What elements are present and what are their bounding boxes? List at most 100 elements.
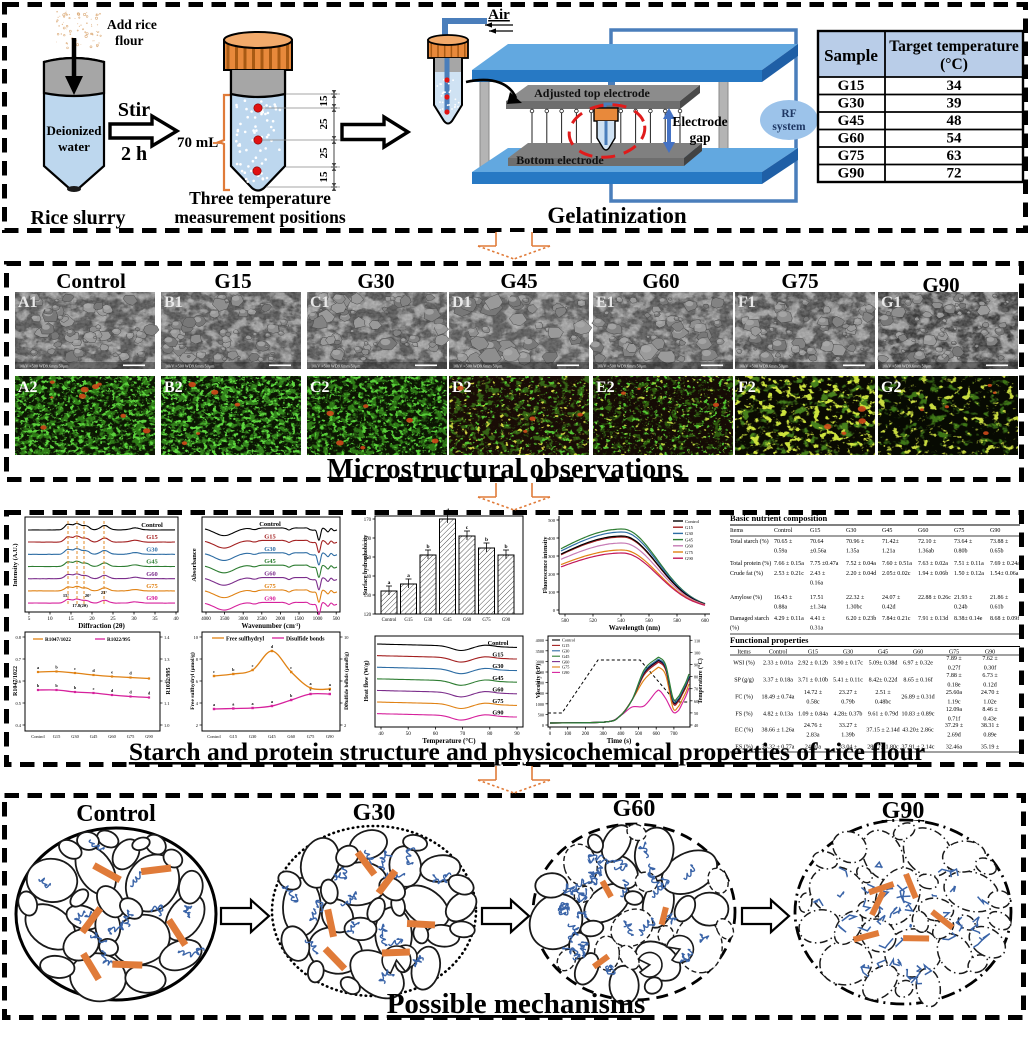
svg-text:2.20 ± 0.04d: 2.20 ± 0.04d [846,571,876,577]
svg-text:400: 400 [617,732,625,737]
svg-text:G90: G90 [146,595,158,602]
svg-text:Control: Control [76,801,156,827]
svg-text:0.48bc: 0.48bc [875,700,892,706]
svg-text:b: b [290,693,293,698]
svg-text:10kV ×500 WD9.6mm 50μm: 10kV ×500 WD9.6mm 50μm [311,364,361,369]
svg-text:3000: 3000 [238,617,248,622]
svg-text:G90: G90 [990,528,1000,534]
svg-text:40: 40 [378,731,384,737]
svg-text:2.33 ± 0.01a: 2.33 ± 0.01a [763,661,793,667]
svg-text:b: b [504,544,507,550]
svg-text:d: d [446,508,449,514]
svg-text:Adjusted top electrode: Adjusted top electrode [534,86,650,100]
svg-text:8: 8 [344,657,347,662]
svg-text:Temperature (°C): Temperature (°C) [697,658,704,704]
svg-text:G15: G15 [810,528,820,534]
svg-text:G60: G60 [146,571,158,578]
svg-text:G60: G60 [264,571,276,578]
svg-text:d: d [129,671,132,676]
svg-text:28.77± 1.80c: 28.77± 1.80c [867,745,899,751]
svg-text:G75: G75 [949,650,959,656]
svg-text:Fluorescence intensity: Fluorescence intensity [543,537,549,594]
svg-text:Three temperature: Three temperature [189,188,331,208]
svg-text:Microstructural observations: Microstructural observations [327,454,683,485]
svg-text:33.27 ±: 33.27 ± [839,723,858,729]
svg-text:0.30f: 0.30f [984,665,997,672]
svg-text:2000: 2000 [276,617,286,622]
svg-text:7.89 ±: 7.89 ± [946,656,962,662]
svg-text:G75: G75 [562,665,569,670]
svg-text:G45: G45 [500,269,537,293]
svg-text:2.69d: 2.69d [947,733,961,739]
svg-text:measurement positions: measurement positions [174,207,345,227]
svg-text:Free sulfhydryl (μmol/g): Free sulfhydryl (μmol/g) [189,652,196,710]
svg-text:0.43e: 0.43e [983,717,997,723]
svg-text:0.12d: 0.12d [983,683,997,689]
svg-text:3500: 3500 [220,617,230,622]
svg-text:Sample: Sample [824,46,878,65]
svg-text:G45: G45 [685,537,694,542]
svg-text:Control: Control [141,522,163,529]
svg-text:b: b [37,683,40,688]
svg-text:G60: G60 [108,734,116,739]
svg-text:300: 300 [548,554,556,559]
svg-text:0.89e: 0.89e [983,733,997,739]
svg-text:(°C): (°C) [940,56,968,73]
svg-text:G75: G75 [146,583,158,590]
svg-text:1.94 ± 0.06b: 1.94 ± 0.06b [918,571,948,577]
svg-text:25: 25 [318,118,330,130]
svg-text:500: 500 [538,712,544,717]
svg-text:a: a [37,665,40,670]
svg-text:G75: G75 [264,583,276,590]
svg-text:Gelatinization: Gelatinization [547,203,686,228]
svg-text:gap: gap [689,130,710,145]
svg-text:Control: Control [774,528,793,534]
svg-text:G90: G90 [492,710,503,717]
svg-text:17.8(2θ): 17.8(2θ) [72,603,88,608]
svg-text:b: b [55,683,58,688]
svg-text:Control: Control [382,618,397,623]
svg-text:Control: Control [685,519,700,524]
svg-text:4.29 ± 0.11a: 4.29 ± 0.11a [774,616,804,622]
svg-text:8.38± 0.14e: 8.38± 0.14e [954,616,983,622]
svg-text:system: system [772,121,806,133]
svg-text:ES (%): ES (%) [735,744,753,751]
svg-text:25: 25 [110,616,116,622]
svg-text:0.59a: 0.59a [774,549,788,555]
svg-text:G45: G45 [562,654,569,659]
svg-text:G30: G30 [71,734,79,739]
svg-text:16.43 ±: 16.43 ± [774,595,793,601]
svg-text:33.04 ±: 33.04 ± [839,745,858,751]
svg-text:7.51 ± 0.11a: 7.51 ± 0.11a [954,561,984,567]
svg-text:6.97 ± 0.32e: 6.97 ± 0.32e [903,661,933,667]
svg-text:38.66 ± 1.26a: 38.66 ± 1.26a [762,728,795,734]
svg-text:G30: G30 [424,618,433,623]
svg-text:a: a [271,699,274,704]
svg-text:2.05± 0.02c: 2.05± 0.02c [882,571,911,577]
svg-text:300: 300 [599,732,607,737]
svg-text:G45: G45 [443,618,452,623]
svg-text:25.60a: 25.60a [946,690,963,696]
svg-text:c: c [93,686,95,691]
svg-text:Wavenumber (cm-1): Wavenumber (cm-1) [241,622,301,631]
svg-text:b: b [55,665,58,670]
svg-text:G90: G90 [145,734,153,739]
svg-text:4: 4 [196,701,199,706]
svg-text:1.2: 1.2 [164,679,170,684]
svg-text:FS (%): FS (%) [735,711,752,718]
svg-text:500: 500 [548,518,556,523]
svg-text:Intensity (A.U.): Intensity (A.U.) [12,543,19,586]
svg-text:G60: G60 [463,618,472,623]
svg-text:Items: Items [737,650,751,656]
svg-text:G15: G15 [808,650,818,656]
svg-text:c: c [466,525,469,531]
svg-text:37.15 ± 2.14d: 37.15 ± 2.14d [866,728,899,734]
svg-text:15°: 15° [63,593,70,598]
svg-text:20: 20 [89,616,95,622]
svg-text:G30: G30 [838,96,865,112]
svg-text:130: 130 [364,594,372,599]
svg-text:2.51 ±: 2.51 ± [875,690,891,696]
svg-text:1.19c: 1.19c [947,700,961,706]
svg-text:38.32 ± 0.77a: 38.32 ± 0.77a [762,745,795,751]
svg-text:1500: 1500 [294,617,304,622]
